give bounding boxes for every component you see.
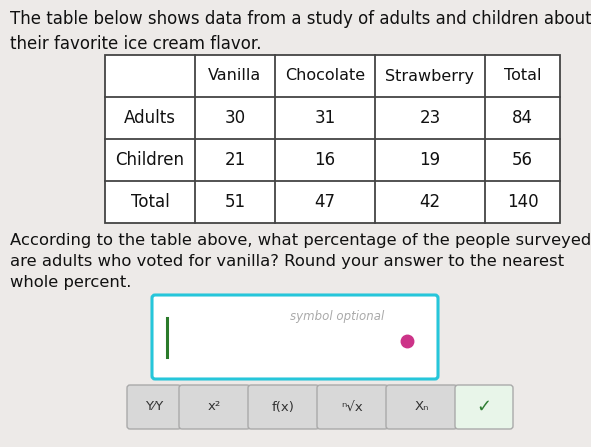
- FancyBboxPatch shape: [127, 385, 181, 429]
- Text: Chocolate: Chocolate: [285, 68, 365, 84]
- Text: 56: 56: [512, 151, 533, 169]
- Text: The table below shows data from a study of adults and children about
their favor: The table below shows data from a study …: [10, 10, 591, 53]
- Text: 30: 30: [225, 109, 246, 127]
- FancyBboxPatch shape: [386, 385, 457, 429]
- Text: 16: 16: [314, 151, 336, 169]
- Text: 19: 19: [420, 151, 440, 169]
- FancyBboxPatch shape: [152, 295, 438, 379]
- Text: According to the table above, what percentage of the people surveyed
are adults : According to the table above, what perce…: [10, 233, 591, 290]
- Text: 140: 140: [506, 193, 538, 211]
- Text: 42: 42: [420, 193, 440, 211]
- FancyBboxPatch shape: [455, 385, 513, 429]
- Text: Total: Total: [504, 68, 541, 84]
- FancyBboxPatch shape: [317, 385, 388, 429]
- Text: 21: 21: [225, 151, 246, 169]
- Text: Adults: Adults: [124, 109, 176, 127]
- Text: Xₙ: Xₙ: [414, 401, 428, 413]
- Text: Strawberry: Strawberry: [385, 68, 475, 84]
- Text: 47: 47: [314, 193, 336, 211]
- Text: 31: 31: [314, 109, 336, 127]
- Text: 23: 23: [420, 109, 441, 127]
- Text: ✓: ✓: [476, 398, 492, 416]
- Text: Children: Children: [115, 151, 184, 169]
- Text: x²: x²: [208, 401, 221, 413]
- Text: Total: Total: [131, 193, 170, 211]
- Text: ⁿ√x: ⁿ√x: [342, 401, 363, 413]
- Text: f(x): f(x): [272, 401, 295, 413]
- FancyBboxPatch shape: [179, 385, 250, 429]
- Text: 51: 51: [225, 193, 246, 211]
- Text: Y⁄Y: Y⁄Y: [145, 401, 163, 413]
- Text: Vanilla: Vanilla: [209, 68, 262, 84]
- FancyBboxPatch shape: [248, 385, 319, 429]
- Text: 84: 84: [512, 109, 533, 127]
- Text: symbol optional: symbol optional: [290, 310, 384, 323]
- Bar: [105, 55, 560, 223]
